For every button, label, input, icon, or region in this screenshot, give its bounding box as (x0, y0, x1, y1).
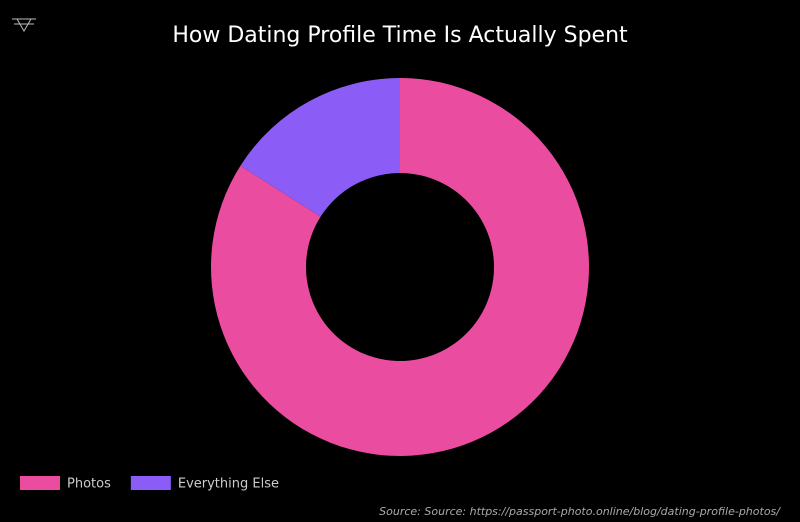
legend-label: Photos (67, 477, 111, 492)
legend-swatch (130, 476, 171, 490)
logo (12, 18, 36, 32)
legend-swatch (20, 476, 60, 490)
donut-segment (210, 78, 589, 456)
chart-title: How Dating Profile Time Is Actually Spen… (172, 23, 628, 48)
donut-segment (240, 77, 400, 217)
source: Source: Source: https://passport-photo.o… (379, 505, 781, 518)
legend-label: Everything Else (178, 477, 279, 492)
